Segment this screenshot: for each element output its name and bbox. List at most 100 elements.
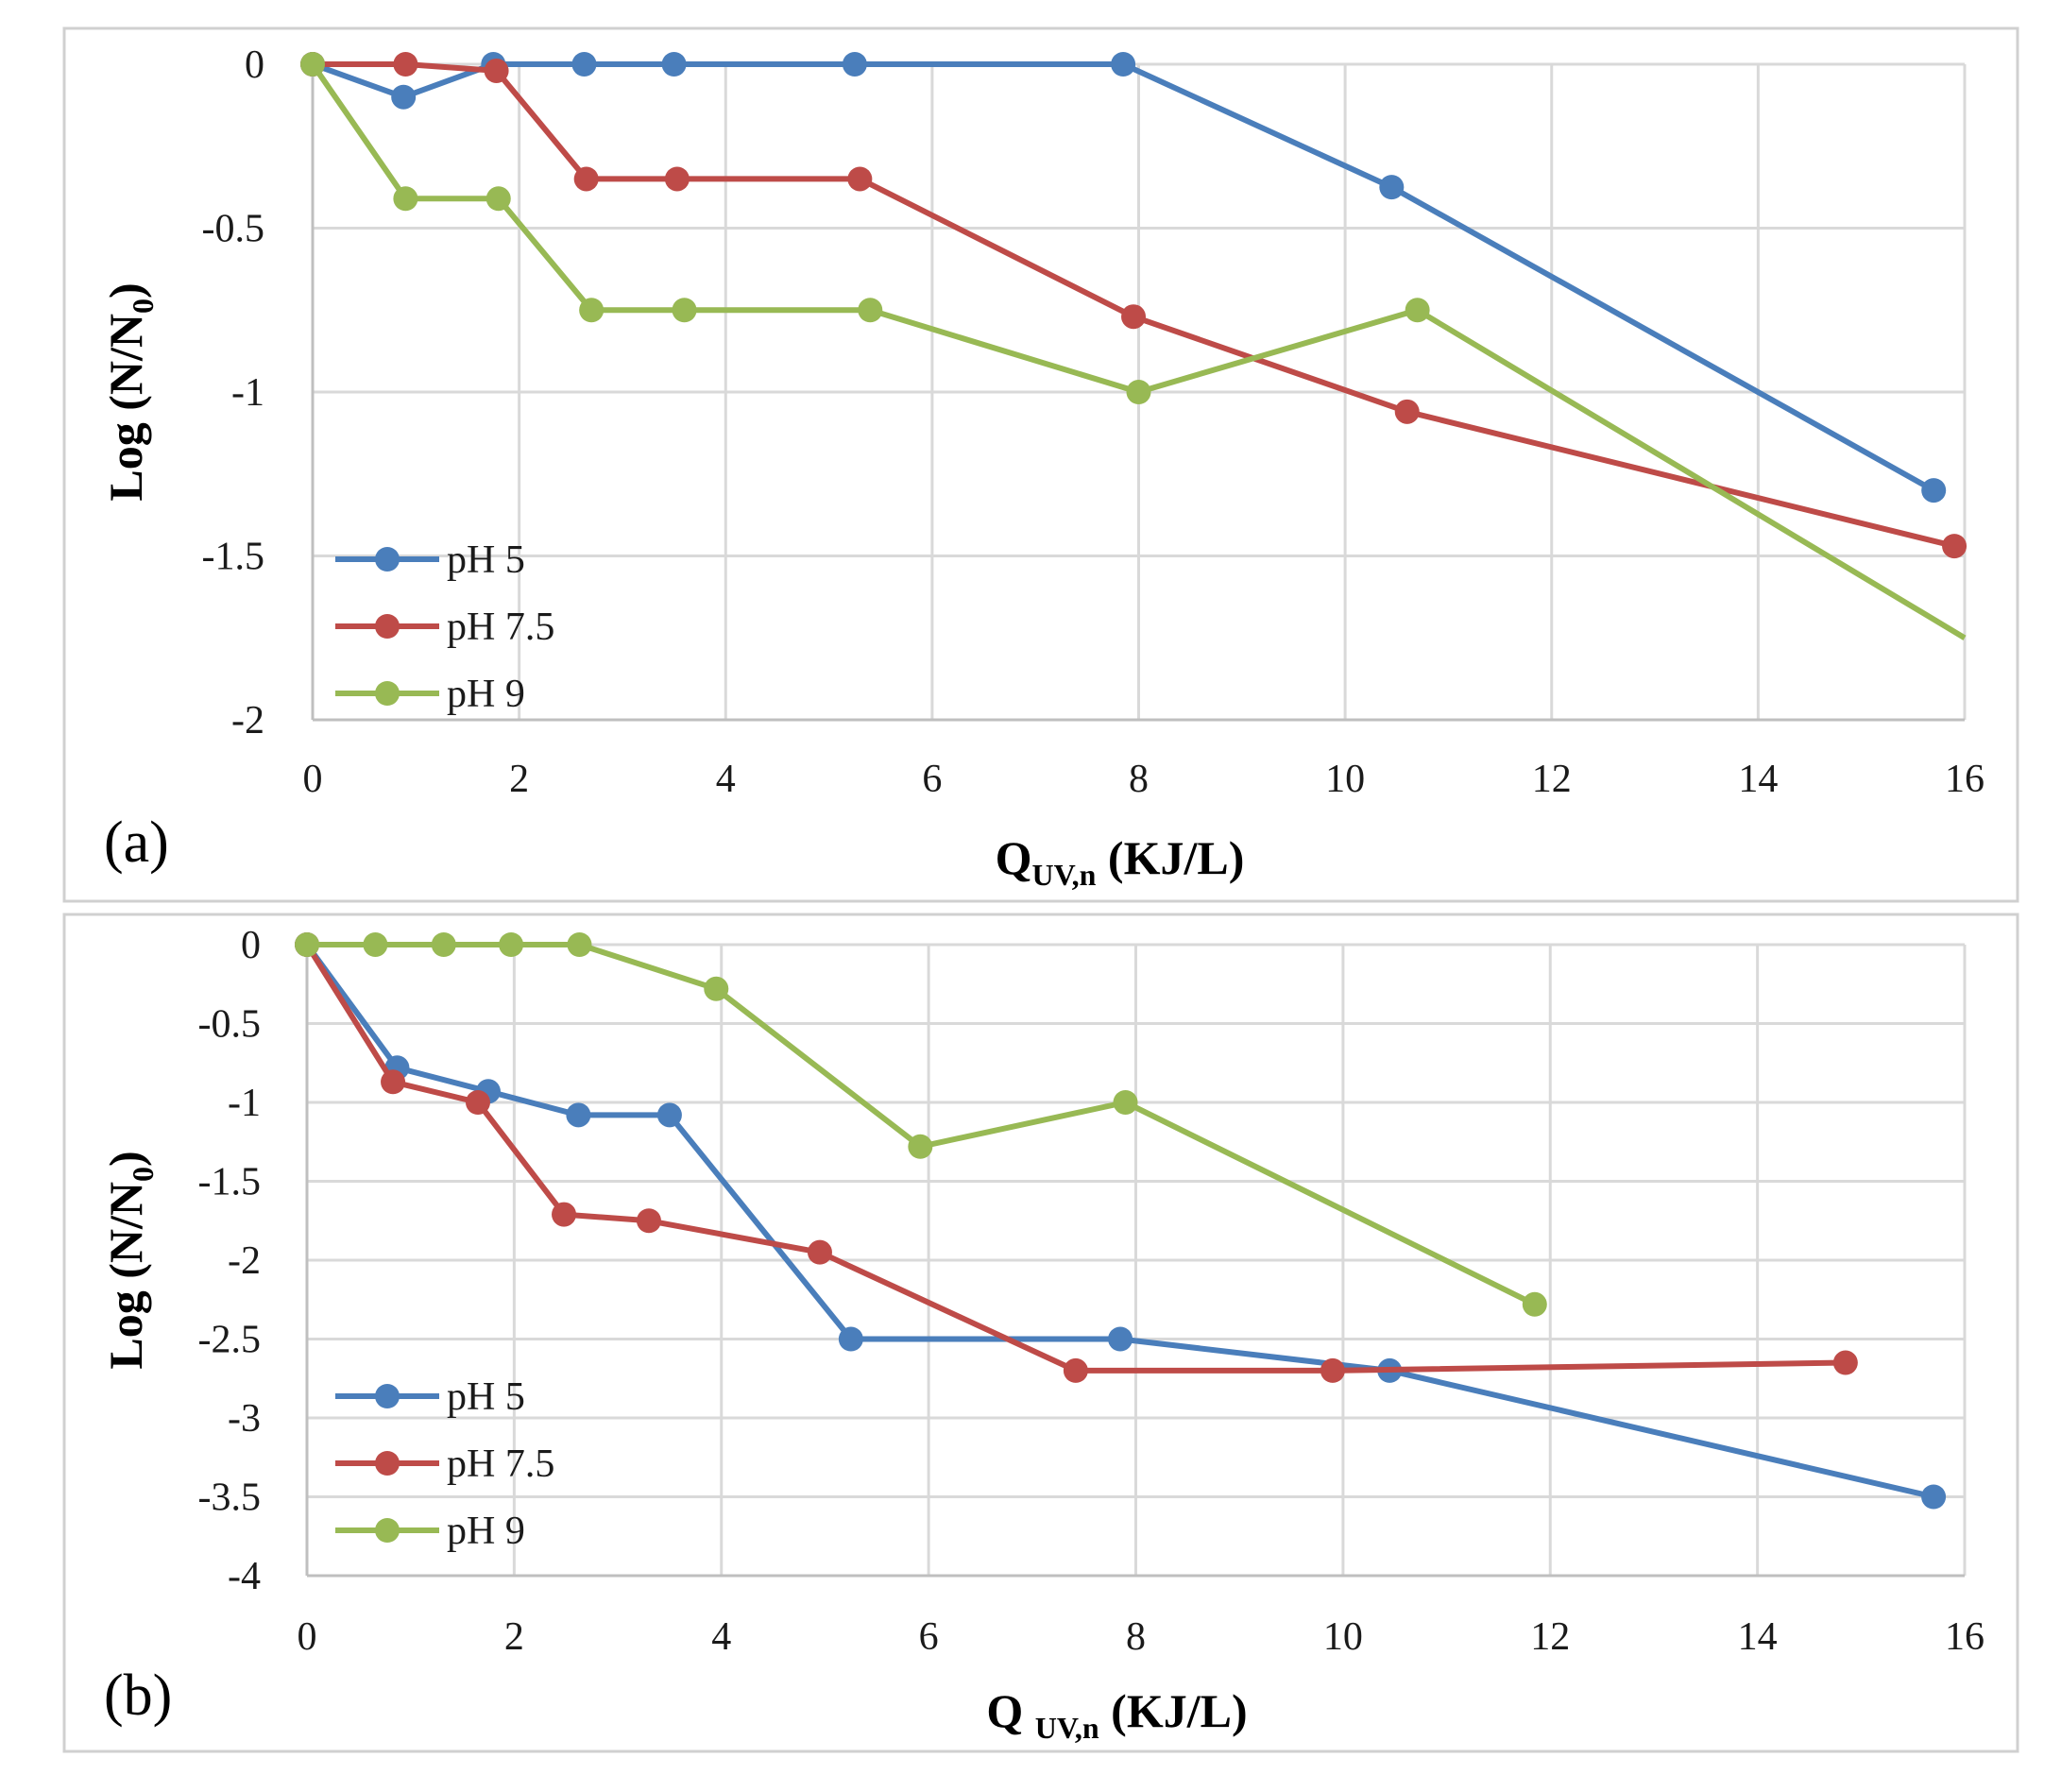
- series-ph-7-5: [300, 52, 1967, 559]
- data-point: [1942, 534, 1967, 559]
- legend-marker: [375, 547, 400, 572]
- y-tick-label: -2: [231, 699, 264, 742]
- data-point: [1921, 478, 1947, 503]
- legend-label: pH 7.5: [447, 606, 554, 649]
- y-tick-label: -4: [228, 1555, 261, 1598]
- data-point: [431, 932, 456, 957]
- y-tick-label: -1.5: [198, 1161, 262, 1204]
- series-ph-7-5: [295, 932, 1858, 1383]
- legend-entry: pH 7.5: [335, 1442, 554, 1486]
- y-axis-label: Log (N/N0): [99, 1151, 160, 1369]
- legend-entry: pH 5: [335, 1375, 525, 1419]
- data-point: [672, 298, 697, 323]
- y-tick-label: -1: [228, 1082, 261, 1125]
- data-point: [300, 52, 325, 77]
- x-tick-label: 12: [1532, 758, 1572, 801]
- data-point: [485, 186, 511, 212]
- x-tick-label: 6: [922, 758, 942, 801]
- x-tick-label: 16: [1945, 1615, 1984, 1659]
- series-ph-9: [300, 52, 1967, 640]
- x-tick-label: 14: [1738, 758, 1778, 801]
- data-point: [656, 1102, 682, 1128]
- y-tick-label: -3: [228, 1397, 261, 1441]
- data-point: [847, 166, 873, 192]
- data-point: [1121, 304, 1147, 330]
- data-point: [1063, 1357, 1088, 1383]
- data-point: [571, 52, 597, 77]
- x-tick-label: 8: [1129, 758, 1149, 801]
- data-point: [1126, 380, 1151, 404]
- x-tick-label: 2: [509, 758, 529, 801]
- legend-marker: [375, 1384, 400, 1408]
- x-tick-label: 12: [1530, 1615, 1570, 1659]
- data-point: [1113, 1090, 1138, 1115]
- data-point: [295, 932, 319, 957]
- data-point: [661, 52, 687, 77]
- data-point: [858, 298, 883, 323]
- series-ph-5: [300, 52, 1947, 503]
- data-point: [566, 1102, 591, 1128]
- data-point: [664, 166, 690, 192]
- data-point: [499, 932, 524, 957]
- data-point: [1111, 52, 1136, 77]
- data-point: [1405, 298, 1430, 323]
- data-point: [1394, 399, 1420, 424]
- x-axis-label: Q UV,n (KJ/L): [986, 1684, 1247, 1745]
- legend-label: pH 9: [447, 673, 525, 716]
- y-tick-label: -3.5: [198, 1476, 262, 1520]
- y-tick-label: 0: [241, 924, 261, 967]
- y-tick-label: -1: [231, 371, 264, 415]
- data-point: [465, 1090, 490, 1115]
- data-point: [567, 932, 592, 957]
- y-tick-label: -1.5: [202, 536, 265, 579]
- x-tick-label: 10: [1325, 758, 1365, 801]
- data-point: [908, 1134, 933, 1159]
- data-point: [636, 1208, 661, 1234]
- x-tick-label: 4: [716, 758, 736, 801]
- data-point: [579, 298, 605, 323]
- legend-marker: [375, 681, 400, 706]
- data-point: [552, 1202, 577, 1227]
- data-point: [363, 932, 388, 957]
- panel-b: 0 2 4 6 8 10 12 14 16 0 -0.5 -1 -1.5 -2 -2.5 -3 -3.5 -4 Q …: [62, 913, 2019, 1753]
- series-line: [311, 61, 1935, 493]
- series-line: [304, 943, 1934, 1500]
- x-tick-label: 6: [919, 1615, 939, 1659]
- data-point: [393, 186, 418, 212]
- panel-frame: [62, 26, 2019, 903]
- panel-label: (b): [104, 1664, 172, 1728]
- legend-entry: pH 7.5: [335, 606, 554, 649]
- panel-frame: [62, 913, 2019, 1753]
- data-point: [1832, 1350, 1858, 1375]
- series-line: [307, 942, 1537, 1307]
- panel-label: (a): [104, 811, 169, 875]
- x-tick-label: 8: [1126, 1615, 1146, 1659]
- legend-entry: pH 9: [335, 673, 525, 716]
- legend-marker: [375, 1518, 400, 1543]
- x-axis-label: QUV,n (KJ/L): [996, 831, 1245, 892]
- x-tick-label: 2: [504, 1615, 524, 1659]
- legend-label: pH 5: [447, 1375, 525, 1419]
- legend-label: pH 7.5: [447, 1442, 554, 1486]
- y-tick-label: -0.5: [202, 208, 265, 251]
- data-point: [842, 52, 867, 77]
- x-tick-label: 16: [1945, 758, 1984, 801]
- y-axis-label: Log (N/N0): [99, 282, 160, 501]
- data-point: [1108, 1326, 1133, 1352]
- legend-entry: pH 9: [335, 1510, 525, 1553]
- legend-marker: [375, 614, 400, 639]
- x-tick-label: 0: [298, 1615, 317, 1659]
- data-point: [391, 84, 417, 110]
- series-ph-5: [295, 932, 1947, 1510]
- data-point: [484, 58, 509, 83]
- y-tick-label: -2: [228, 1239, 261, 1283]
- y-tick-label: -0.5: [198, 1003, 262, 1047]
- legend-label: pH 9: [447, 1510, 525, 1553]
- legend-entry: pH 5: [335, 538, 525, 582]
- data-point: [1522, 1291, 1547, 1317]
- y-tick-label: -2.5: [198, 1319, 262, 1362]
- data-point: [1921, 1484, 1947, 1510]
- panel-a: 0 2 4 6 8 10 12 14 16 0 -0.5 -1 -1.5 -2 QUV,n (KJ/L) Lo…: [62, 26, 2019, 903]
- data-point: [704, 976, 729, 1001]
